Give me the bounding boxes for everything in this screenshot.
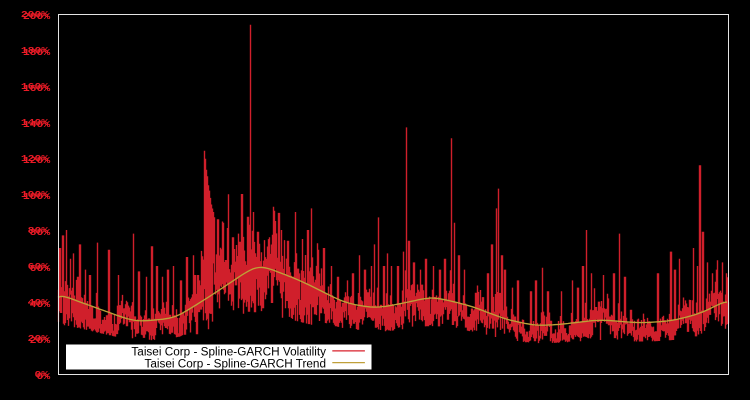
svg-text:200%: 200% <box>23 12 51 23</box>
svg-text:60%: 60% <box>30 264 51 275</box>
svg-text:40%: 40% <box>30 300 51 311</box>
svg-text:180%: 180% <box>23 48 51 59</box>
svg-text:120%: 120% <box>23 156 51 167</box>
svg-text:120%: 120% <box>21 154 49 165</box>
svg-text:160%: 160% <box>21 82 49 93</box>
svg-text:100%: 100% <box>21 190 49 201</box>
svg-text:180%: 180% <box>21 46 49 57</box>
svg-text:Taisei Corp - Spline-GARCH Vol: Taisei Corp - Spline-GARCH Volatility <box>131 345 326 358</box>
svg-text:100%: 100% <box>23 192 51 203</box>
svg-text:60%: 60% <box>28 262 49 273</box>
svg-text:140%: 140% <box>21 118 49 129</box>
svg-text:140%: 140% <box>23 120 51 131</box>
svg-text:0%: 0% <box>35 370 50 381</box>
svg-text:Taisei Corp - Spline-GARCH Tre: Taisei Corp - Spline-GARCH Trend <box>144 357 326 370</box>
svg-text:80%: 80% <box>28 226 49 237</box>
svg-text:0%: 0% <box>37 372 52 383</box>
svg-text:20%: 20% <box>28 334 49 345</box>
svg-text:80%: 80% <box>30 228 51 239</box>
svg-text:40%: 40% <box>28 298 49 309</box>
svg-text:20%: 20% <box>30 336 51 347</box>
svg-text:160%: 160% <box>23 84 51 95</box>
svg-text:200%: 200% <box>21 10 49 21</box>
